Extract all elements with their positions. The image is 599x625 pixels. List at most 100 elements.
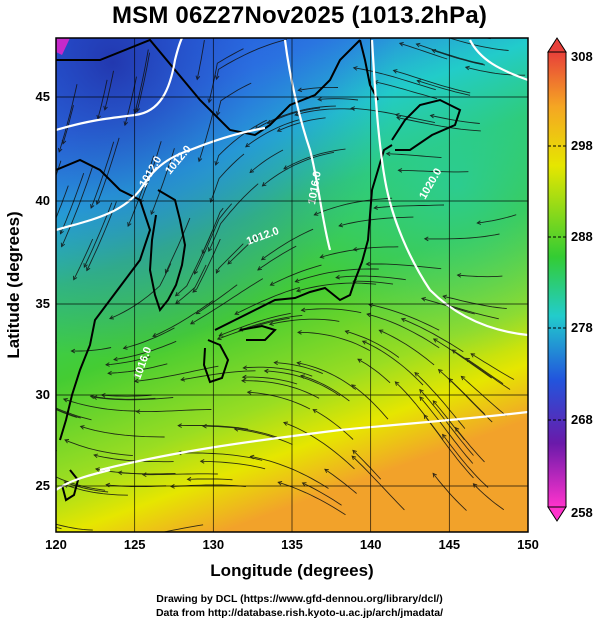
streamline-arrowhead — [57, 147, 63, 153]
streamline-arrowhead — [295, 288, 301, 293]
streamline-arrowhead — [357, 358, 363, 363]
streamline — [80, 425, 165, 438]
streamline — [324, 468, 357, 494]
streamline — [398, 169, 469, 173]
streamline-arrowhead — [227, 259, 232, 265]
streamline-arrowhead — [269, 281, 275, 286]
streamline — [93, 454, 174, 463]
streamline-arrowhead — [246, 390, 252, 395]
streamline — [194, 203, 233, 275]
streamline-arrowhead — [199, 459, 205, 464]
streamline-arrowhead — [73, 275, 78, 281]
credit-drawing: Drawing by DCL (https://www.gfd-dennou.o… — [156, 593, 443, 605]
streamline-arrowhead — [436, 33, 440, 37]
streamline — [208, 183, 259, 252]
streamline-arrowhead — [186, 476, 192, 482]
x-tick-label: 120 — [45, 537, 67, 552]
streamline-arrowhead — [201, 249, 206, 255]
streamline — [473, 483, 505, 511]
streamline-arrowhead — [27, 395, 31, 399]
streamline — [64, 484, 128, 496]
streamline — [283, 422, 355, 470]
colorbar-tick-label: 268 — [571, 412, 593, 427]
streamline-arrowhead — [460, 375, 466, 381]
streamline-arrowhead — [352, 449, 357, 455]
streamline — [139, 141, 162, 203]
x-tick-label: 145 — [438, 537, 460, 552]
streamline — [127, 155, 155, 227]
streamline — [301, 308, 362, 314]
streamline — [219, 312, 291, 337]
streamline — [262, 151, 335, 187]
streamline-arrowhead — [263, 368, 269, 374]
streamline-arrowhead — [95, 200, 101, 206]
streamline — [484, 38, 491, 40]
streamline — [56, 408, 81, 419]
streamline — [123, 327, 175, 349]
streamline-arrowhead — [177, 423, 182, 428]
wind-streamlines — [27, 33, 526, 532]
streamline — [56, 523, 93, 531]
streamline — [345, 330, 400, 358]
streamline-arrowhead — [476, 220, 482, 225]
streamline — [351, 455, 405, 511]
streamline-arrowhead — [207, 98, 212, 104]
coast-sakhalin — [359, 39, 379, 101]
streamline — [93, 396, 174, 401]
coast-japan-honshu — [214, 144, 393, 331]
streamline-arrowhead — [122, 345, 128, 350]
streamline — [401, 318, 464, 353]
streamline-arrowhead — [419, 388, 424, 394]
streamline — [96, 137, 120, 205]
streamline — [249, 149, 284, 173]
streamline — [216, 82, 252, 116]
streamline-arrowhead — [62, 397, 68, 403]
map-title: MSM 06Z27Nov2025 (1013.2hPa) — [111, 2, 488, 29]
streamline-arrowhead — [273, 360, 279, 366]
coastlines — [56, 38, 462, 502]
streamline-arrowhead — [70, 348, 76, 354]
streamline — [419, 396, 474, 464]
streamline — [394, 381, 444, 440]
streamline-arrowhead — [296, 361, 302, 366]
streamline — [445, 304, 499, 320]
streamline-arrowhead — [313, 211, 319, 216]
streamline — [245, 119, 300, 148]
streamline — [56, 160, 62, 177]
streamline-arrowhead — [189, 320, 195, 325]
streamline-arrowhead — [283, 165, 288, 170]
streamline — [134, 49, 149, 114]
streamline — [215, 243, 244, 274]
streamline — [196, 40, 205, 80]
streamline — [152, 300, 214, 337]
streamline — [274, 362, 323, 375]
streamline-arrowhead — [464, 65, 470, 71]
streamline-arrowhead — [351, 455, 357, 461]
streamline — [71, 347, 112, 352]
streamline — [338, 216, 414, 227]
streamline-arrowhead — [297, 87, 303, 93]
streamline — [58, 84, 78, 153]
streamline — [242, 376, 298, 385]
streamline-arrowhead — [400, 317, 406, 323]
streamline-arrowhead — [215, 111, 221, 117]
streamline-arrowhead — [214, 75, 220, 81]
streamline-arrowhead — [241, 378, 246, 383]
streamline-arrowhead — [451, 349, 457, 354]
streamline — [374, 204, 445, 209]
streamline-arrowhead — [470, 353, 476, 358]
streamline — [62, 105, 74, 144]
streamline — [297, 362, 357, 390]
streamline — [320, 248, 360, 258]
streamline-arrowhead — [338, 222, 344, 228]
streamline-arrowhead — [152, 332, 157, 338]
streamline — [109, 263, 172, 320]
y-tick-label: 45 — [36, 89, 50, 104]
streamline-arrowhead — [396, 115, 401, 121]
streamline-arrowhead — [335, 274, 340, 280]
streamline — [393, 69, 471, 94]
streamline-arrowhead — [385, 151, 391, 157]
streamline — [366, 263, 442, 270]
streamline — [56, 476, 106, 491]
